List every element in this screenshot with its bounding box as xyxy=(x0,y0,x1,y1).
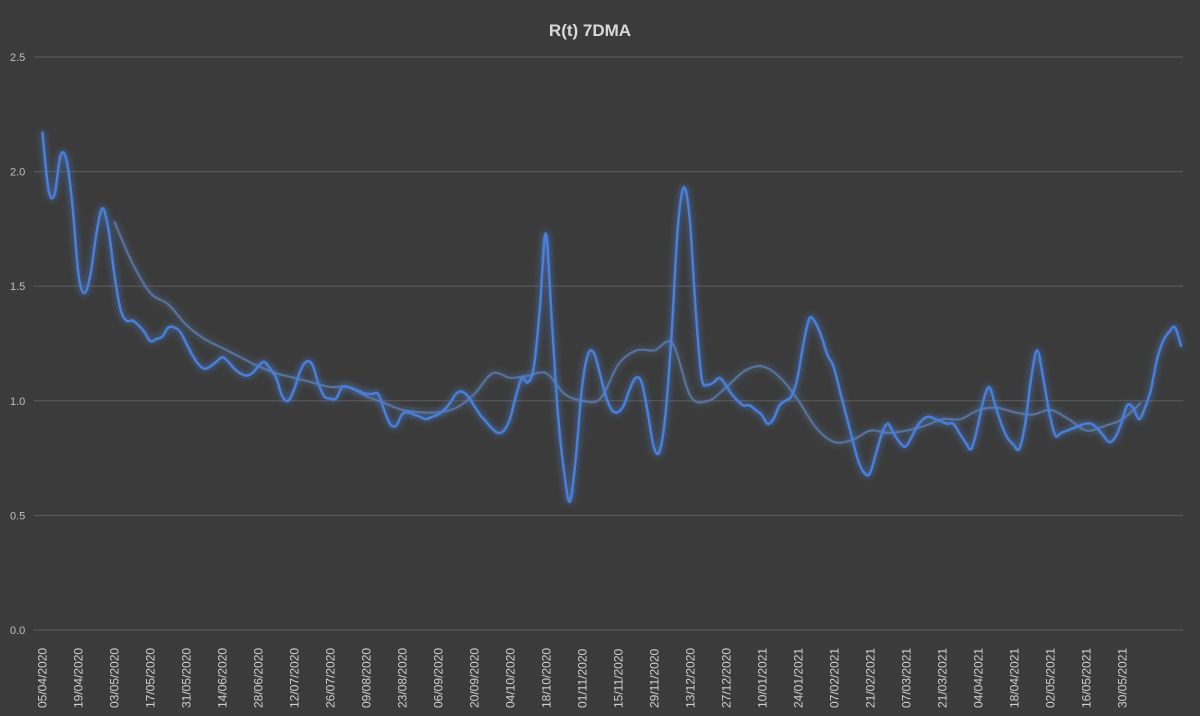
x-tick-label: 12/07/2020 xyxy=(288,648,302,708)
x-tick-label: 07/03/2021 xyxy=(900,648,914,708)
x-tick-label: 28/06/2020 xyxy=(252,648,266,708)
x-tick-label: 18/10/2020 xyxy=(540,648,554,708)
x-tick-label: 09/08/2020 xyxy=(360,648,374,708)
x-tick-label: 10/01/2021 xyxy=(756,648,770,708)
x-tick-label: 23/08/2020 xyxy=(396,648,410,708)
y-axis-ticks: 0.0 0.5 1.0 1.5 2.0 2.5 xyxy=(10,52,25,637)
y-tick-label: 2.5 xyxy=(10,52,25,64)
series-line-smoothed xyxy=(113,220,1142,444)
x-tick-label: 06/09/2020 xyxy=(432,648,446,708)
reference-lines xyxy=(34,399,1183,494)
series-lines xyxy=(41,131,1183,503)
x-tick-label: 07/02/2021 xyxy=(828,648,842,708)
x-tick-label: 21/03/2021 xyxy=(936,648,950,708)
x-tick-label: 05/04/2020 xyxy=(36,648,50,708)
x-tick-label: 31/05/2020 xyxy=(180,648,194,708)
x-tick-label: 21/02/2021 xyxy=(864,648,878,708)
x-tick-label: 18/04/2021 xyxy=(1008,648,1022,708)
x-tick-label: 19/04/2020 xyxy=(72,648,86,708)
y-tick-label: 1.0 xyxy=(10,396,25,408)
x-tick-label: 26/07/2020 xyxy=(324,648,338,708)
x-tick-label: 29/11/2020 xyxy=(648,649,662,708)
y-tick-label: 2.0 xyxy=(10,167,25,179)
x-tick-label: 02/05/2021 xyxy=(1044,648,1058,708)
x-tick-label: 27/12/2020 xyxy=(720,648,734,708)
series-line-daily xyxy=(41,131,1183,503)
x-tick-label: 24/01/2021 xyxy=(792,648,806,708)
x-tick-label: 16/05/2021 xyxy=(1080,648,1094,708)
x-axis-ticks: 05/04/2020 19/04/2020 03/05/2020 17/05/2020… xyxy=(36,648,1130,708)
y-tick-label: 0.5 xyxy=(10,510,25,522)
y-tick-label: 1.5 xyxy=(10,281,25,293)
y-tick-label: 0.0 xyxy=(10,625,25,637)
chart-title: R(t) 7DMA xyxy=(549,21,631,40)
x-tick-label: 13/12/2020 xyxy=(684,648,698,708)
x-tick-label: 20/09/2020 xyxy=(468,648,482,708)
x-tick-label: 04/10/2020 xyxy=(504,648,518,708)
x-tick-label: 17/05/2020 xyxy=(144,648,158,708)
x-tick-label: 14/06/2020 xyxy=(216,648,230,708)
x-tick-label: 15/11/2020 xyxy=(612,649,626,708)
grid-lines xyxy=(34,56,1183,631)
x-tick-label: 03/05/2020 xyxy=(108,648,122,708)
x-tick-label: 30/05/2021 xyxy=(1116,648,1130,708)
x-tick-label: 01/11/2020 xyxy=(576,649,590,708)
x-tick-label: 04/04/2021 xyxy=(972,648,986,708)
